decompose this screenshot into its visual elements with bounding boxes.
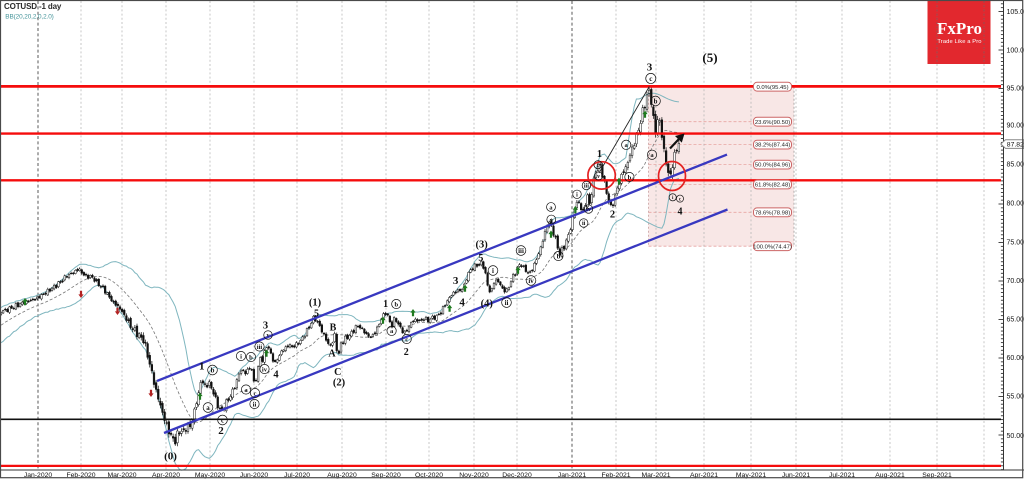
svg-text:i: i <box>492 268 494 275</box>
svg-text:b: b <box>249 354 253 361</box>
svg-text:FxPro: FxPro <box>937 19 982 38</box>
svg-text:(3): (3) <box>475 240 488 251</box>
svg-text:2: 2 <box>404 347 409 358</box>
svg-text:50.0%(84.96): 50.0%(84.96) <box>755 163 790 169</box>
svg-text:3: 3 <box>263 321 268 332</box>
svg-text:c: c <box>254 390 257 397</box>
svg-text:v: v <box>597 174 600 180</box>
svg-text:c: c <box>649 75 652 83</box>
svg-text:55.00: 55.00 <box>1007 393 1024 400</box>
svg-text:1: 1 <box>383 299 388 310</box>
svg-text:(2): (2) <box>333 378 346 389</box>
svg-text:23.6%(90.50): 23.6%(90.50) <box>755 120 790 126</box>
svg-text:85.00: 85.00 <box>1007 162 1024 169</box>
svg-text:(0): (0) <box>164 451 177 463</box>
svg-text:100.00: 100.00 <box>1007 47 1024 54</box>
svg-text:4: 4 <box>678 207 683 218</box>
svg-text:i: i <box>240 353 242 360</box>
svg-text:Trade Like a Pro: Trade Like a Pro <box>937 39 981 45</box>
svg-text:(1): (1) <box>309 298 322 309</box>
svg-text:78.6%(78.98): 78.6%(78.98) <box>755 210 790 216</box>
svg-text:c: c <box>597 163 600 169</box>
svg-text:50.00: 50.00 <box>1007 433 1024 440</box>
svg-text:c: c <box>405 336 408 343</box>
svg-text:COTUSD -1 day: COTUSD -1 day <box>4 2 62 11</box>
svg-text:iii: iii <box>518 248 524 255</box>
svg-text:2: 2 <box>610 210 615 221</box>
svg-text:ii: ii <box>505 300 509 307</box>
svg-text:(5): (5) <box>702 50 717 65</box>
svg-text:4: 4 <box>273 370 279 381</box>
svg-text:b: b <box>394 301 398 308</box>
svg-text:iii: iii <box>257 344 263 351</box>
svg-text:ii: ii <box>582 221 586 227</box>
svg-text:95.00: 95.00 <box>1007 85 1024 92</box>
svg-text:ii: ii <box>253 401 257 408</box>
svg-text:65.00: 65.00 <box>1007 316 1024 323</box>
svg-text:75.00: 75.00 <box>1007 239 1024 246</box>
svg-text:105.00: 105.00 <box>1007 9 1024 16</box>
svg-text:b: b <box>211 367 215 374</box>
svg-text:4: 4 <box>459 297 465 309</box>
svg-text:iv: iv <box>262 366 268 373</box>
svg-text:100.0%(74.47): 100.0%(74.47) <box>753 244 792 250</box>
svg-text:b: b <box>654 98 658 105</box>
svg-text:60.00: 60.00 <box>1007 355 1024 362</box>
svg-text:5: 5 <box>478 253 483 264</box>
svg-text:1: 1 <box>199 361 205 373</box>
svg-text:2: 2 <box>218 425 224 437</box>
svg-text:0.0%(95.45): 0.0%(95.45) <box>756 85 788 91</box>
svg-text:B: B <box>330 323 337 334</box>
svg-text:90.00: 90.00 <box>1007 122 1024 129</box>
svg-text:61.8%(82.48): 61.8%(82.48) <box>755 183 790 189</box>
svg-text:87.82: 87.82 <box>1007 142 1024 149</box>
svg-text:C: C <box>334 367 341 378</box>
svg-text:a: a <box>206 405 210 412</box>
svg-text:80.00: 80.00 <box>1007 200 1024 207</box>
svg-text:iv: iv <box>528 278 534 285</box>
svg-text:5: 5 <box>314 309 319 320</box>
svg-text:b: b <box>557 253 561 260</box>
svg-text:3: 3 <box>647 62 653 74</box>
svg-text:c: c <box>221 417 224 424</box>
svg-text:38.2%(87.44): 38.2%(87.44) <box>755 143 790 149</box>
svg-text:b: b <box>628 174 632 181</box>
svg-text:iii: iii <box>584 184 589 190</box>
svg-text:70.00: 70.00 <box>1007 278 1024 285</box>
svg-text:A: A <box>328 349 336 360</box>
svg-text:(4): (4) <box>481 299 494 310</box>
svg-text:BB(20,20,2.0,2.0): BB(20,20,2.0,2.0) <box>5 14 53 21</box>
svg-text:1: 1 <box>597 149 602 160</box>
svg-text:3: 3 <box>453 275 459 287</box>
